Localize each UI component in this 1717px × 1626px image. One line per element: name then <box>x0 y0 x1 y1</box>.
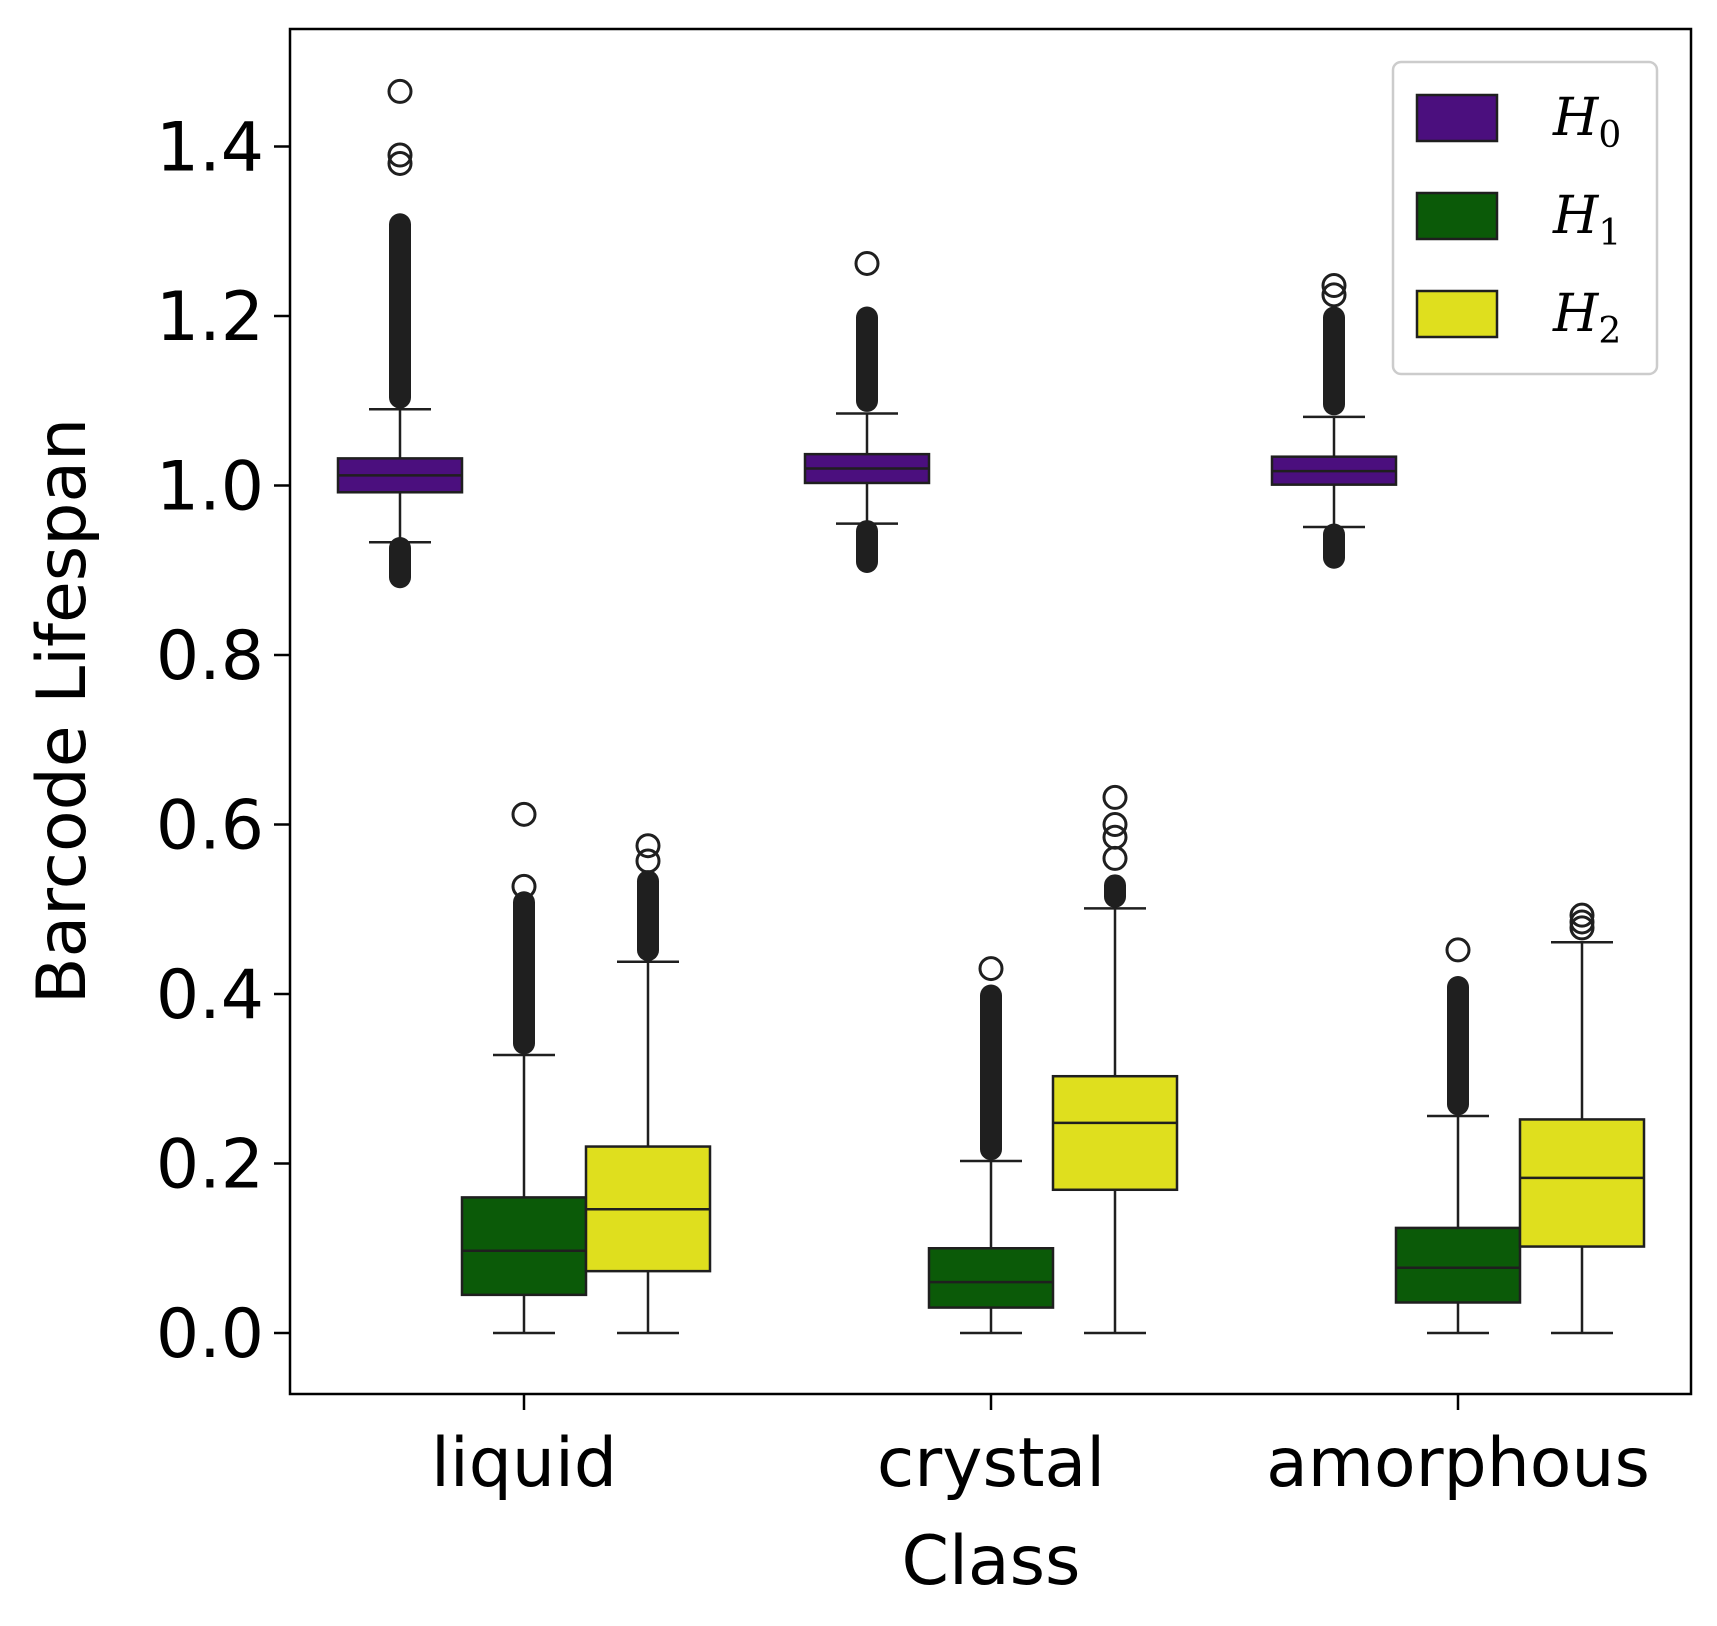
y-tick-label: 1.4 <box>156 109 264 188</box>
y-tick-label: 0.2 <box>156 1126 264 1205</box>
outliers-low-band <box>1323 523 1345 569</box>
outliers-high-band <box>1104 874 1126 908</box>
box-iqr <box>1394 1226 1522 1304</box>
legend-swatch-h1 <box>1415 191 1499 241</box>
box-amorphous-h0 <box>1270 272 1398 569</box>
y-tick-label: 0.8 <box>156 617 264 696</box>
outlier-point <box>635 848 661 874</box>
box-iqr <box>1051 1074 1179 1192</box>
outlier-point <box>387 142 413 168</box>
outliers-high-band <box>637 870 659 962</box>
legend-label-h2: H2 <box>1552 284 1621 352</box>
box-amorphous-h1 <box>1394 937 1522 1335</box>
outlier-point <box>1102 845 1128 871</box>
outliers-high-band <box>1323 306 1345 416</box>
box-iqr <box>460 1196 588 1297</box>
outliers-high-band <box>513 891 535 1055</box>
box-iqr <box>927 1247 1055 1309</box>
outlier-point <box>1102 812 1128 837</box>
boxes-layer <box>336 78 1646 1335</box>
outlier-point <box>1102 824 1128 850</box>
legend: H0 H1 H2 <box>1391 60 1659 376</box>
outlier-point <box>1321 272 1347 298</box>
outlier-point <box>854 250 880 276</box>
y-tick-label: 1.2 <box>156 278 264 357</box>
outliers-low-band <box>389 537 411 589</box>
y-tick-label: 1.0 <box>156 448 264 527</box>
outlier-point <box>1102 784 1128 810</box>
box-iqr <box>1518 1118 1646 1248</box>
box-amorphous-h2 <box>1518 902 1646 1335</box>
legend-swatch-h0 <box>1415 93 1499 143</box>
y-tick-label: 0.0 <box>156 1295 264 1374</box>
outliers-high-band <box>1447 976 1469 1116</box>
y-tick-label: 0.6 <box>156 787 264 866</box>
outlier-point <box>1569 902 1595 928</box>
x-tick-label: liquid <box>431 1424 617 1503</box>
outlier-point <box>635 833 661 859</box>
box-liquid-h2 <box>584 833 712 1335</box>
outlier-point <box>1321 282 1347 308</box>
y-tick-label: 0.4 <box>156 956 264 1035</box>
legend-label-h1: H1 <box>1552 186 1621 254</box>
x-axis: liquid crystal amorphous <box>431 1394 1650 1503</box>
x-tick-label: amorphous <box>1266 1424 1650 1503</box>
box-crystal-h1 <box>927 956 1055 1335</box>
outlier-point <box>387 150 413 176</box>
plot-frame <box>288 27 1693 1396</box>
box-crystal-h0 <box>803 250 931 573</box>
outliers-high-band <box>856 306 878 412</box>
outlier-point <box>511 873 537 899</box>
outliers-high-band <box>980 984 1002 1161</box>
box-liquid-h0 <box>336 78 464 589</box>
box-liquid-h1 <box>460 801 588 1335</box>
outlier-point <box>978 956 1004 982</box>
outlier-point <box>387 78 413 104</box>
box-crystal-h2 <box>1051 784 1179 1335</box>
outlier-point <box>1445 937 1471 963</box>
legend-label-h0: H0 <box>1552 88 1621 156</box>
x-axis-title: Class <box>902 1522 1081 1601</box>
outlier-point <box>1569 909 1595 935</box>
y-axis: 0.0 0.2 0.4 0.6 0.8 1.0 1.2 1.4 <box>156 109 290 1374</box>
x-tick-label: crystal <box>877 1424 1105 1503</box>
outliers-low-band <box>856 520 878 573</box>
y-axis-title: Barcode Lifespan <box>23 418 102 1004</box>
outlier-point <box>511 801 537 827</box>
outliers-high-band <box>389 213 411 409</box>
legend-swatch-h2 <box>1415 289 1499 339</box>
